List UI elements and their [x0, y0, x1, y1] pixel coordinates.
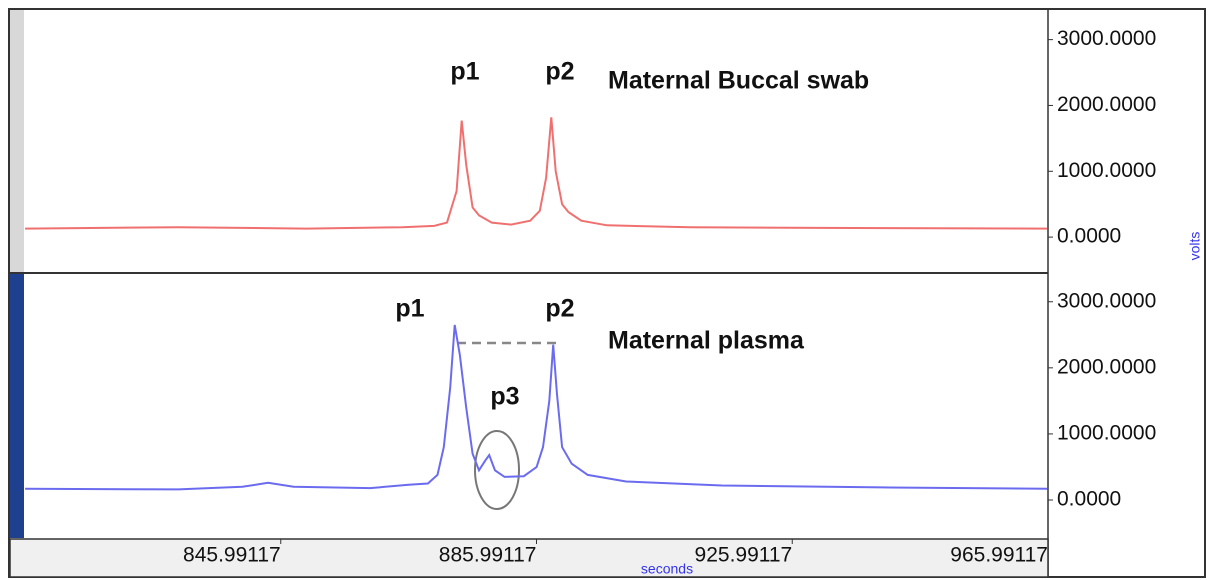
x-tick-label: 925.99117	[695, 544, 793, 567]
annotation: p2	[545, 58, 574, 86]
y-tick-label: 0.0000	[1057, 225, 1121, 248]
line	[25, 324, 1048, 491]
annotation: p1	[450, 58, 479, 86]
y-tick-label: 0.0000	[1057, 488, 1121, 511]
x-tick-label: 965.99117	[950, 544, 1048, 567]
y-tick-label: 2000.0000	[1057, 355, 1156, 378]
y-tick-label: 1000.0000	[1057, 421, 1156, 444]
y-axis-label: volts	[1187, 232, 1203, 261]
p3-circle	[474, 430, 520, 510]
y-tick-label: 3000.0000	[1057, 27, 1156, 50]
y-tick-label: 2000.0000	[1057, 93, 1156, 116]
frame	[8, 8, 1206, 578]
x-axis-label: seconds	[641, 561, 693, 577]
left-strip	[10, 10, 24, 272]
y-tick-label: 3000.0000	[1057, 289, 1156, 312]
x-tick-label: 885.99117	[439, 544, 537, 567]
annotation: p1	[395, 295, 424, 323]
annotation: Maternal plasma	[608, 327, 805, 355]
annotation: Maternal Buccal swab	[608, 67, 869, 95]
annotation: p3	[490, 383, 519, 411]
annotation: p2	[545, 295, 574, 323]
x-axis-strip	[9, 538, 1049, 578]
x-tick-label: 845.99117	[183, 544, 281, 567]
y-tick-label: 1000.0000	[1057, 159, 1156, 182]
line	[25, 117, 1048, 230]
left-strip	[10, 274, 24, 538]
